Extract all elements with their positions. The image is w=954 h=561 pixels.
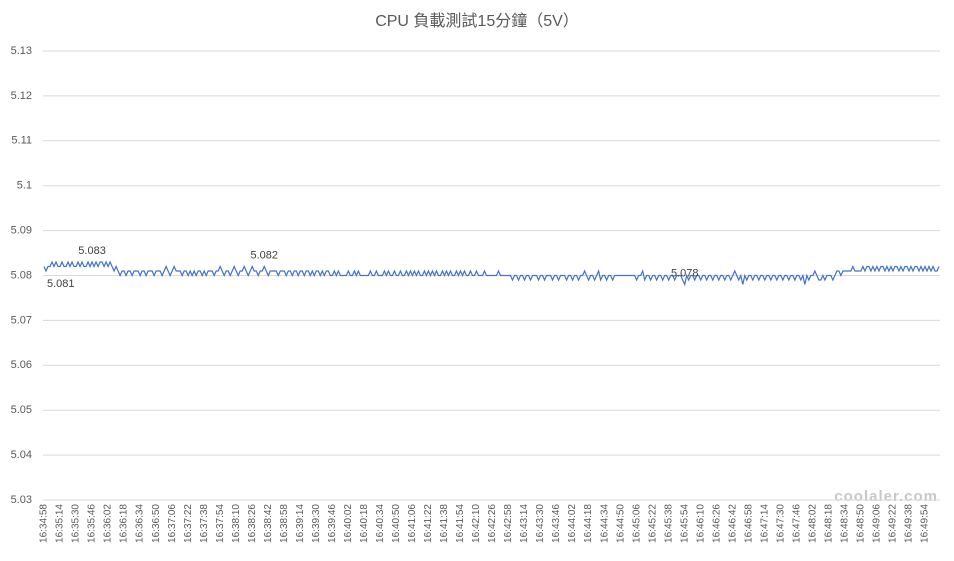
x-tick-label: 16:37:22 <box>183 504 194 543</box>
data-label: 5.078 <box>671 267 699 279</box>
x-tick-label: 16:37:38 <box>199 504 210 543</box>
x-tick-label: 16:46:42 <box>727 504 738 543</box>
x-tick-label: 16:43:30 <box>535 504 546 543</box>
x-tick-label: 16:47:14 <box>759 504 770 543</box>
data-label: 5.081 <box>47 278 75 290</box>
x-tick-label: 16:47:30 <box>775 504 786 543</box>
x-tick-label: 16:36:34 <box>135 504 146 543</box>
x-tick-label: 16:42:10 <box>471 504 482 543</box>
data-label: 5.083 <box>78 245 106 257</box>
x-tick-label: 16:41:38 <box>439 504 450 543</box>
y-tick-label: 5.05 <box>11 404 32 416</box>
data-line <box>43 260 940 287</box>
x-tick-label: 16:36:18 <box>119 504 130 543</box>
x-tick-label: 16:34:58 <box>39 504 50 543</box>
y-tick-label: 5.09 <box>11 225 32 237</box>
y-tick-label: 5.13 <box>11 45 32 57</box>
x-tick-label: 16:49:22 <box>888 504 899 543</box>
x-tick-label: 16:46:58 <box>743 504 754 543</box>
x-tick-label: 16:38:10 <box>231 504 242 543</box>
x-tick-label: 16:41:06 <box>407 504 418 543</box>
x-tick-label: 16:36:02 <box>103 504 114 543</box>
x-tick-label: 16:45:22 <box>647 504 658 543</box>
data-label: 5.082 <box>250 249 278 261</box>
y-tick-label: 5.08 <box>11 269 32 281</box>
x-tick-label: 16:37:06 <box>167 504 178 543</box>
x-tick-label: 16:38:42 <box>263 504 274 543</box>
x-tick-label: 16:42:26 <box>487 504 498 543</box>
chart-title: CPU 負載測試15分鐘（5V） <box>375 12 579 30</box>
x-tick-label: 16:41:22 <box>423 504 434 543</box>
y-tick-label: 5.12 <box>11 90 32 102</box>
x-tick-label: 16:39:30 <box>311 504 322 543</box>
y-tick-label: 5.06 <box>11 359 32 371</box>
x-tick-label: 16:49:06 <box>872 504 883 543</box>
x-tick-label: 16:48:50 <box>856 504 867 543</box>
x-tick-label: 16:40:02 <box>343 504 354 543</box>
x-tick-label: 16:35:46 <box>87 504 98 543</box>
y-tick-label: 5.03 <box>11 494 32 506</box>
x-tick-label: 16:47:46 <box>791 504 802 543</box>
x-tick-label: 16:40:18 <box>359 504 370 543</box>
x-tick-label: 16:43:14 <box>519 504 530 543</box>
x-tick-label: 16:44:50 <box>615 504 626 543</box>
x-tick-label: 16:43:46 <box>551 504 562 543</box>
x-tick-label: 16:39:46 <box>327 504 338 543</box>
y-tick-label: 5.07 <box>11 314 32 326</box>
x-tick-label: 16:44:18 <box>583 504 594 543</box>
x-tick-label: 16:48:18 <box>824 504 835 543</box>
x-tick-label: 16:45:38 <box>663 504 674 543</box>
watermark: coolaler.com <box>834 488 938 505</box>
x-tick-label: 16:45:54 <box>679 504 690 543</box>
x-tick-label: 16:44:34 <box>599 504 610 543</box>
x-tick-label: 16:39:14 <box>295 504 306 543</box>
x-tick-label: 16:42:58 <box>503 504 514 543</box>
x-tick-label: 16:46:10 <box>695 504 706 543</box>
x-tick-label: 16:40:34 <box>375 504 386 543</box>
x-tick-label: 16:41:54 <box>455 504 466 543</box>
x-tick-label: 16:36:50 <box>151 504 162 543</box>
x-tick-label: 16:35:14 <box>55 504 66 543</box>
x-tick-label: 16:38:58 <box>279 504 290 543</box>
x-tick-label: 16:40:50 <box>391 504 402 543</box>
x-tick-label: 16:48:34 <box>840 504 851 543</box>
y-tick-label: 5.04 <box>11 449 32 461</box>
y-tick-label: 5.1 <box>17 180 32 192</box>
x-tick-label: 16:35:30 <box>71 504 82 543</box>
x-tick-label: 16:48:02 <box>807 504 818 543</box>
x-tick-label: 16:44:02 <box>567 504 578 543</box>
x-tick-label: 16:45:06 <box>631 504 642 543</box>
x-tick-label: 16:37:54 <box>215 504 226 543</box>
x-tick-label: 16:46:26 <box>711 504 722 543</box>
y-tick-label: 5.11 <box>11 135 32 147</box>
x-tick-label: 16:38:26 <box>247 504 258 543</box>
x-tick-label: 16:49:38 <box>904 504 915 543</box>
x-tick-label: 16:49:54 <box>920 504 931 543</box>
